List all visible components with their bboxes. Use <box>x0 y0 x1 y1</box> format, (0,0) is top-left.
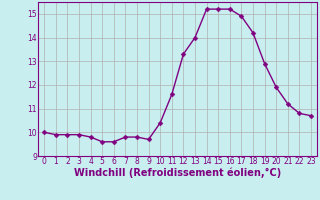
X-axis label: Windchill (Refroidissement éolien,°C): Windchill (Refroidissement éolien,°C) <box>74 168 281 178</box>
